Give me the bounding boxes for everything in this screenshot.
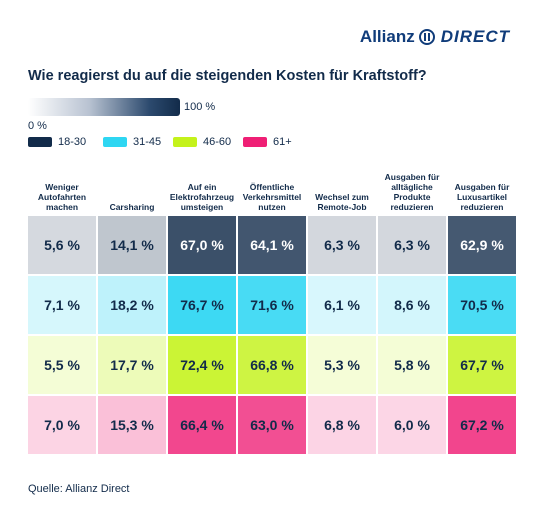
legend-swatch bbox=[243, 137, 267, 147]
column-header: Weniger Autofahrten machen bbox=[37, 182, 87, 212]
heatmap-cell: 15,3 % bbox=[98, 396, 166, 454]
heatmap-cell: 5,6 % bbox=[28, 216, 96, 274]
heatmap-cell: 8,6 % bbox=[378, 276, 446, 334]
heatmap-cell: 5,5 % bbox=[28, 336, 96, 394]
heatmap-cell: 67,7 % bbox=[448, 336, 516, 394]
heatmap-cell: 66,8 % bbox=[238, 336, 306, 394]
legend-label: 18-30 bbox=[58, 136, 87, 148]
heatmap-cell: 63,0 % bbox=[238, 396, 306, 454]
heatmap-cell: 5,8 % bbox=[378, 336, 446, 394]
heatmap-cell: 76,7 % bbox=[168, 276, 236, 334]
heatmap-cell: 70,5 % bbox=[448, 276, 516, 334]
scale-gradient bbox=[28, 98, 180, 116]
scale-min-label: 0 % bbox=[28, 120, 47, 132]
legend-item: 46-60 bbox=[173, 136, 231, 148]
heatmap-cell: 72,4 % bbox=[168, 336, 236, 394]
allianz-eagle-icon bbox=[418, 29, 435, 45]
legend-label: 61+ bbox=[273, 136, 292, 148]
column-header: Öffentliche Verkehrsmittel nutzen bbox=[242, 182, 302, 212]
legend-item: 18-30 bbox=[28, 136, 86, 148]
legend-swatch bbox=[173, 137, 197, 147]
heatmap-cell: 6,8 % bbox=[308, 396, 376, 454]
column-header: Wechsel zum Remote-Job bbox=[315, 192, 369, 212]
heatmap-cell: 71,6 % bbox=[238, 276, 306, 334]
column-header: Ausgaben für Luxusartikel reduzieren bbox=[454, 182, 510, 212]
heatmap-cell: 62,9 % bbox=[448, 216, 516, 274]
heatmap-cell: 6,3 % bbox=[378, 216, 446, 274]
heatmap-cell: 7,0 % bbox=[28, 396, 96, 454]
heatmap-cell: 6,3 % bbox=[308, 216, 376, 274]
heatmap-cell: 5,3 % bbox=[308, 336, 376, 394]
column-header: Carsharing bbox=[109, 202, 155, 212]
heatmap-cell: 14,1 % bbox=[98, 216, 166, 274]
heatmap-cell: 17,7 % bbox=[98, 336, 166, 394]
legend-label: 46-60 bbox=[203, 136, 232, 148]
brand-name: Allianz bbox=[359, 27, 415, 46]
chart-title: Wie reagierst du auf die steigenden Kost… bbox=[28, 68, 427, 84]
scale-max-label: 100 % bbox=[184, 101, 216, 113]
legend-swatch bbox=[28, 137, 52, 147]
brand-suffix: DIRECT bbox=[440, 27, 510, 46]
brand-logo: Allianz DIRECT bbox=[360, 27, 510, 47]
legend-item: 31-45 bbox=[103, 136, 161, 148]
column-header: Ausgaben für alltägliche Produkte reduzi… bbox=[384, 172, 440, 212]
column-header: Auf ein Elektrofahrzeug umsteigen bbox=[169, 182, 235, 212]
heatmap-cell: 6,0 % bbox=[378, 396, 446, 454]
legend: 18-30 31-45 46-60 61+ bbox=[28, 136, 508, 152]
heatmap-cell: 66,4 % bbox=[168, 396, 236, 454]
legend-label: 31-45 bbox=[133, 136, 162, 148]
legend-swatch bbox=[103, 137, 127, 147]
heatmap-cell: 67,0 % bbox=[168, 216, 236, 274]
heatmap-cell: 6,1 % bbox=[308, 276, 376, 334]
heatmap-cell: 18,2 % bbox=[98, 276, 166, 334]
heatmap-cell: 7,1 % bbox=[28, 276, 96, 334]
source-note: Quelle: Allianz Direct bbox=[28, 483, 130, 495]
heatmap-cell: 67,2 % bbox=[448, 396, 516, 454]
legend-item: 61+ bbox=[243, 136, 292, 148]
heatmap-cell: 64,1 % bbox=[238, 216, 306, 274]
